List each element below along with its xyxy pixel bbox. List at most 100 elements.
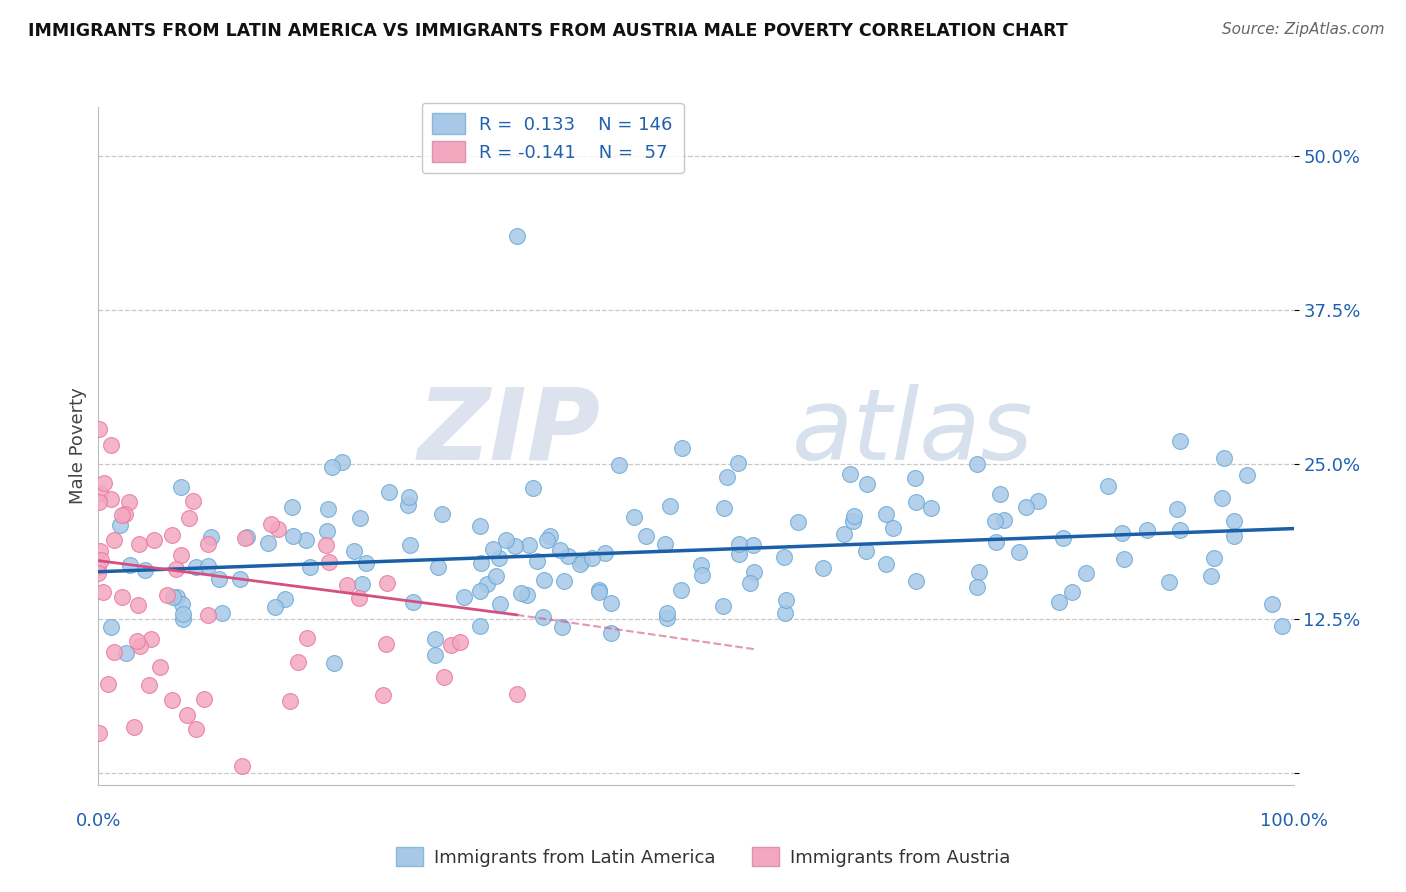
Point <box>111 508 134 522</box>
Point <box>142 533 165 548</box>
Point <box>522 481 544 495</box>
Point <box>138 678 160 692</box>
Point <box>1212 451 1234 466</box>
Text: 0.0%: 0.0% <box>76 812 121 830</box>
Point <box>426 560 449 574</box>
Point <box>172 612 194 626</box>
Point <box>588 582 610 597</box>
Point <box>108 518 131 533</box>
Point <box>197 608 219 623</box>
Point <box>267 522 290 536</box>
Point <box>526 554 548 568</box>
Point <box>742 565 765 579</box>
Point <box>1074 566 1097 581</box>
Point <box>488 551 510 566</box>
Point <box>124 720 146 734</box>
Point <box>1052 532 1074 546</box>
Point <box>741 537 763 551</box>
Point <box>87 494 110 508</box>
Point <box>468 518 491 533</box>
Point <box>516 588 538 602</box>
Point <box>1114 551 1136 566</box>
Point <box>197 559 219 574</box>
Point <box>373 688 395 702</box>
Point <box>904 574 927 588</box>
Point <box>402 595 425 609</box>
Point <box>470 556 492 570</box>
Point <box>842 514 865 528</box>
Point <box>1157 574 1180 589</box>
Point <box>568 558 591 572</box>
Point <box>842 508 865 523</box>
Point <box>1199 568 1222 582</box>
Point <box>658 499 681 513</box>
Point <box>1026 493 1049 508</box>
Point <box>149 660 172 674</box>
Point <box>775 592 797 607</box>
Point <box>581 551 603 566</box>
Point <box>557 549 579 563</box>
Point <box>172 597 194 611</box>
Point <box>318 555 340 569</box>
Point <box>193 692 215 706</box>
Point <box>1097 479 1119 493</box>
Point <box>657 611 679 625</box>
Text: atlas: atlas <box>792 384 1033 481</box>
Point <box>228 572 250 586</box>
Point <box>595 546 617 560</box>
Point <box>728 537 751 551</box>
Text: ZIP: ZIP <box>418 384 600 481</box>
Point <box>97 677 120 691</box>
Point <box>600 596 623 610</box>
Point <box>160 693 183 707</box>
Point <box>1008 545 1031 559</box>
Point <box>139 632 162 646</box>
Point <box>875 507 897 521</box>
Point <box>399 538 422 552</box>
Point <box>1211 491 1233 505</box>
Point <box>91 584 114 599</box>
Point <box>127 634 149 648</box>
Point <box>468 583 491 598</box>
Point <box>839 467 862 482</box>
Point <box>378 485 401 500</box>
Point <box>1015 500 1038 514</box>
Point <box>506 229 529 244</box>
Text: 100.0%: 100.0% <box>1260 812 1327 830</box>
Point <box>287 655 309 669</box>
Point <box>347 591 370 605</box>
Point <box>211 607 233 621</box>
Point <box>89 485 111 500</box>
Point <box>775 606 797 620</box>
Text: IMMIGRANTS FROM LATIN AMERICA VS IMMIGRANTS FROM AUSTRIA MALE POVERTY CORRELATIO: IMMIGRANTS FROM LATIN AMERICA VS IMMIGRA… <box>28 22 1069 40</box>
Point <box>155 588 177 602</box>
Point <box>966 457 988 471</box>
Point <box>170 548 193 562</box>
Point <box>509 585 531 599</box>
Point <box>495 533 517 547</box>
Point <box>654 537 676 551</box>
Point <box>727 456 749 470</box>
Point <box>128 537 150 551</box>
Point <box>128 640 150 654</box>
Legend: Immigrants from Latin America, Immigrants from Austria: Immigrants from Latin America, Immigrant… <box>389 840 1017 874</box>
Point <box>433 670 456 684</box>
Point <box>160 528 183 542</box>
Point <box>655 606 678 620</box>
Point <box>548 542 571 557</box>
Point <box>432 507 454 521</box>
Point <box>315 538 337 552</box>
Point <box>343 544 366 558</box>
Point <box>489 598 512 612</box>
Point <box>690 567 713 582</box>
Point <box>264 600 287 615</box>
Point <box>323 656 346 670</box>
Point <box>316 524 339 538</box>
Point <box>87 560 110 574</box>
Point <box>716 470 738 484</box>
Point <box>904 471 927 485</box>
Point <box>425 632 447 647</box>
Point <box>233 532 256 546</box>
Point <box>470 619 492 633</box>
Point <box>177 511 200 525</box>
